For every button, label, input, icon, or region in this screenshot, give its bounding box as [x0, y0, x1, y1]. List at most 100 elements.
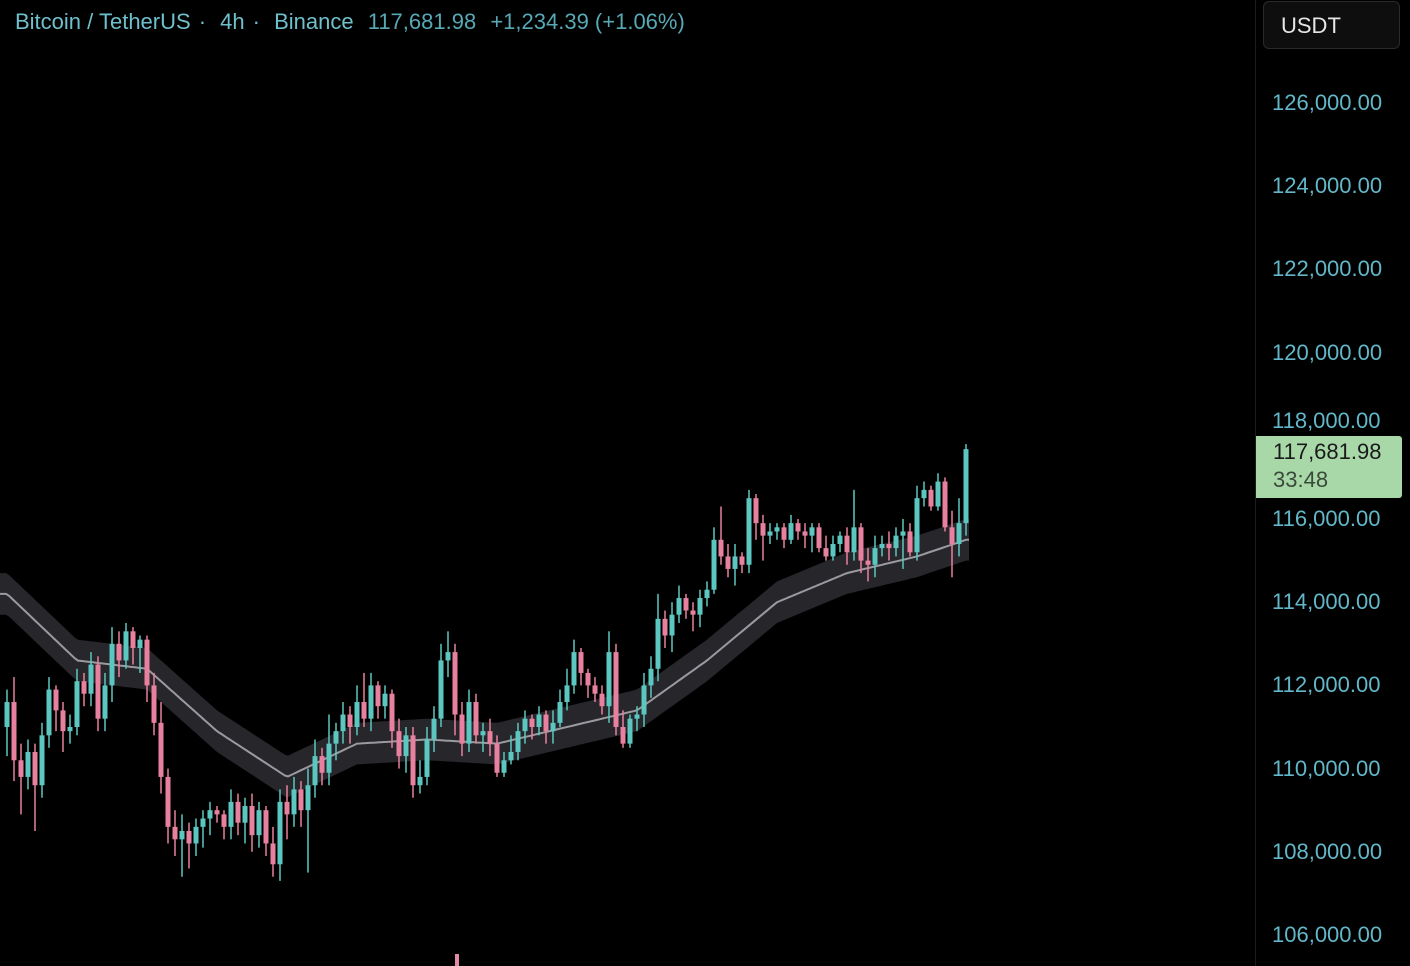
- ma-band: [0, 519, 969, 798]
- candle-down: [396, 718, 402, 769]
- candle-body: [116, 643, 122, 661]
- candle-down: [739, 552, 745, 574]
- candle-up: [774, 523, 780, 540]
- currency-button[interactable]: USDT: [1263, 1, 1400, 49]
- candle-down: [753, 494, 759, 540]
- candle-up: [711, 527, 717, 594]
- candle-down: [389, 689, 395, 748]
- candle-body: [277, 801, 283, 865]
- candle-up: [431, 706, 437, 752]
- candle-up: [326, 714, 332, 786]
- candle-up: [767, 523, 773, 544]
- candle-up: [228, 789, 234, 840]
- candle-body: [690, 610, 696, 615]
- symbol-name[interactable]: Bitcoin / TetherUS: [15, 9, 191, 34]
- candle-down: [214, 806, 220, 823]
- candle-body: [256, 810, 262, 836]
- candle-down: [718, 506, 724, 565]
- candle-up: [914, 485, 920, 561]
- candle-down: [844, 527, 850, 565]
- candle-up: [340, 702, 346, 744]
- candle-down: [270, 826, 276, 877]
- candle-down: [347, 706, 353, 744]
- candle-up: [200, 810, 206, 848]
- candle-body: [32, 751, 38, 786]
- candle-body: [340, 714, 346, 732]
- candle-down: [928, 485, 934, 511]
- candle-up: [102, 672, 108, 732]
- interval[interactable]: 4h: [220, 9, 245, 34]
- candle-body: [669, 614, 675, 636]
- candle-up: [900, 519, 906, 569]
- candle-down: [95, 656, 101, 732]
- candle-body: [18, 760, 24, 777]
- candle-up: [557, 689, 563, 727]
- candle-down: [760, 514, 766, 561]
- candle-up: [697, 589, 703, 628]
- candle-up: [676, 585, 682, 623]
- candle-body: [613, 652, 619, 727]
- candle-down: [165, 768, 171, 844]
- candle-down: [592, 677, 598, 703]
- candle-body: [676, 598, 682, 615]
- candle-up: [25, 739, 31, 790]
- candle-body: [767, 531, 773, 536]
- candle-body: [438, 660, 444, 719]
- candle-body: [662, 618, 668, 636]
- candle-body: [571, 652, 577, 686]
- candle-down: [81, 672, 87, 707]
- candle-up: [207, 801, 213, 836]
- candle-body: [683, 598, 689, 611]
- candle-up: [606, 631, 612, 723]
- candle-down: [459, 702, 465, 757]
- candle-body: [760, 523, 766, 536]
- candle-body: [172, 826, 178, 840]
- candle-body: [900, 531, 906, 536]
- candle-body: [403, 735, 409, 757]
- candle-down: [543, 710, 549, 744]
- candle-body: [851, 527, 857, 553]
- candle-body: [431, 718, 437, 740]
- candle-up: [809, 523, 815, 553]
- separator: ·: [198, 9, 207, 34]
- candle-body: [907, 531, 913, 553]
- candle-up: [837, 531, 843, 553]
- candle-body: [459, 714, 465, 744]
- candle-body: [893, 535, 899, 549]
- price-tick-label: 122,000.00: [1272, 256, 1383, 282]
- candle-down: [249, 793, 255, 852]
- candle-body: [655, 618, 661, 669]
- candle-up: [88, 652, 94, 707]
- candle-body: [704, 589, 710, 599]
- candle-body: [305, 785, 311, 811]
- candle-up: [438, 643, 444, 727]
- candle-down: [116, 631, 122, 678]
- candle-down: [375, 681, 381, 719]
- candle-body: [732, 556, 738, 569]
- candle-body: [396, 731, 402, 757]
- price-change: +1,234.39 (+1.06%): [490, 9, 685, 34]
- candle-body: [648, 668, 654, 686]
- candle-body: [144, 639, 150, 686]
- candle-body: [347, 714, 353, 727]
- candle-up: [417, 760, 423, 794]
- candle-body: [375, 685, 381, 707]
- price-chart[interactable]: [0, 0, 1255, 966]
- candle-down: [172, 810, 178, 856]
- candle-down: [585, 668, 591, 698]
- candle-up: [515, 722, 521, 761]
- candle-body: [508, 751, 514, 761]
- candle-up: [627, 714, 633, 748]
- candle-down: [662, 610, 668, 648]
- candle-body: [452, 652, 458, 715]
- candle-body: [270, 843, 276, 865]
- candle-down: [816, 523, 822, 553]
- candle-up: [368, 672, 374, 732]
- candle-body: [879, 543, 885, 549]
- candle-up: [305, 768, 311, 873]
- price-tick-label: 112,000.00: [1272, 672, 1381, 698]
- candle-body: [200, 818, 206, 827]
- candle-up: [669, 602, 675, 653]
- last-price-label: 117,681.98: [1273, 439, 1382, 464]
- candle-body: [445, 652, 451, 661]
